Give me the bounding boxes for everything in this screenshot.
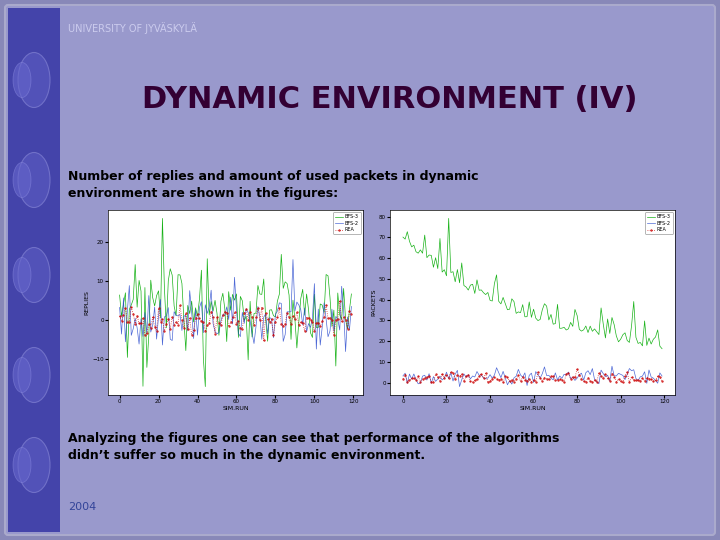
REA <box>608 370 616 377</box>
Ellipse shape <box>18 152 50 207</box>
Line: BFS-2: BFS-2 <box>403 366 662 387</box>
REA <box>178 316 186 323</box>
BFS-3 <box>248 334 256 340</box>
REA <box>259 337 268 343</box>
Text: 2004: 2004 <box>68 502 96 512</box>
BFS-2 <box>115 304 124 310</box>
BFS-2 <box>275 300 284 306</box>
Line: BFS-2: BFS-2 <box>120 260 351 352</box>
BFS-2 <box>164 305 173 311</box>
Ellipse shape <box>18 52 50 107</box>
BFS-2 <box>606 378 614 384</box>
REA <box>277 321 286 327</box>
REA <box>115 313 124 319</box>
BFS-3 <box>544 317 553 323</box>
REA <box>300 328 309 335</box>
REA <box>573 366 582 372</box>
BFS-3 <box>580 327 588 333</box>
BFS-2 <box>580 377 588 383</box>
BFS-2 <box>341 348 350 355</box>
Ellipse shape <box>13 163 31 198</box>
REA <box>582 379 590 385</box>
BFS-2 <box>453 367 462 374</box>
REA <box>499 379 508 386</box>
BFS-2 <box>470 374 479 380</box>
BFS-3 <box>651 334 660 340</box>
Text: UNIVERSITY OF JYVÄSKYLÄ: UNIVERSITY OF JYVÄSKYLÄ <box>68 22 197 34</box>
Legend: BFS-3, BFS-2, REA: BFS-3, BFS-2, REA <box>645 212 672 234</box>
BFS-2 <box>399 373 408 379</box>
Line: BFS-3: BFS-3 <box>120 218 351 387</box>
FancyBboxPatch shape <box>5 5 715 535</box>
REA <box>453 372 462 379</box>
Ellipse shape <box>13 448 31 483</box>
Ellipse shape <box>18 348 50 402</box>
Y-axis label: PACKETS: PACKETS <box>371 289 376 316</box>
REA <box>468 379 477 386</box>
REA <box>244 317 253 323</box>
BFS-3 <box>201 383 210 390</box>
Line: REA: REA <box>402 368 663 383</box>
Y-axis label: REPLIES: REPLIES <box>84 290 89 315</box>
BFS-2 <box>300 305 309 311</box>
Legend: BFS-3, BFS-2, REA: BFS-3, BFS-2, REA <box>333 212 361 234</box>
Text: Number of replies and amount of used packets in dynamic
environment are shown in: Number of replies and amount of used pac… <box>68 170 479 200</box>
Ellipse shape <box>13 357 31 393</box>
Line: REA: REA <box>119 300 353 341</box>
BFS-3 <box>158 215 167 221</box>
BFS-3 <box>470 290 479 296</box>
Ellipse shape <box>18 247 50 302</box>
Ellipse shape <box>13 63 31 98</box>
BFS-3 <box>343 326 352 332</box>
BFS-3 <box>115 292 124 298</box>
BFS-2 <box>653 380 662 387</box>
Ellipse shape <box>18 437 50 492</box>
Text: Analyzing the figures one can see that performance of the algorithms
didn’t suff: Analyzing the figures one can see that p… <box>68 432 559 462</box>
BFS-3 <box>347 291 356 297</box>
REA <box>164 316 173 322</box>
X-axis label: SIM.RUN: SIM.RUN <box>222 406 249 410</box>
BFS-2 <box>343 314 352 320</box>
Line: BFS-3: BFS-3 <box>403 218 662 349</box>
BFS-2 <box>244 309 253 316</box>
BFS-3 <box>166 266 174 272</box>
REA <box>544 376 553 382</box>
REA <box>347 310 356 317</box>
BFS-3 <box>399 234 408 240</box>
BFS-2 <box>178 327 186 334</box>
REA <box>343 326 352 332</box>
BFS-3 <box>302 291 311 297</box>
BFS-2 <box>455 383 464 390</box>
Bar <box>8 8 60 532</box>
BFS-2 <box>608 363 616 369</box>
BFS-2 <box>658 373 667 379</box>
BFS-2 <box>347 303 356 310</box>
Ellipse shape <box>13 258 31 293</box>
BFS-3 <box>658 346 667 352</box>
BFS-3 <box>179 316 188 323</box>
BFS-3 <box>455 280 464 286</box>
REA <box>336 298 344 304</box>
BFS-2 <box>544 372 553 379</box>
BFS-3 <box>444 215 453 221</box>
BFS-3 <box>279 285 287 292</box>
BFS-3 <box>606 330 614 337</box>
REA <box>658 378 667 384</box>
X-axis label: SIM.RUN: SIM.RUN <box>519 406 546 410</box>
REA <box>653 373 662 379</box>
BFS-2 <box>289 256 297 263</box>
Text: DYNAMIC ENVIRONMENT (IV): DYNAMIC ENVIRONMENT (IV) <box>143 85 638 114</box>
REA <box>399 375 408 382</box>
